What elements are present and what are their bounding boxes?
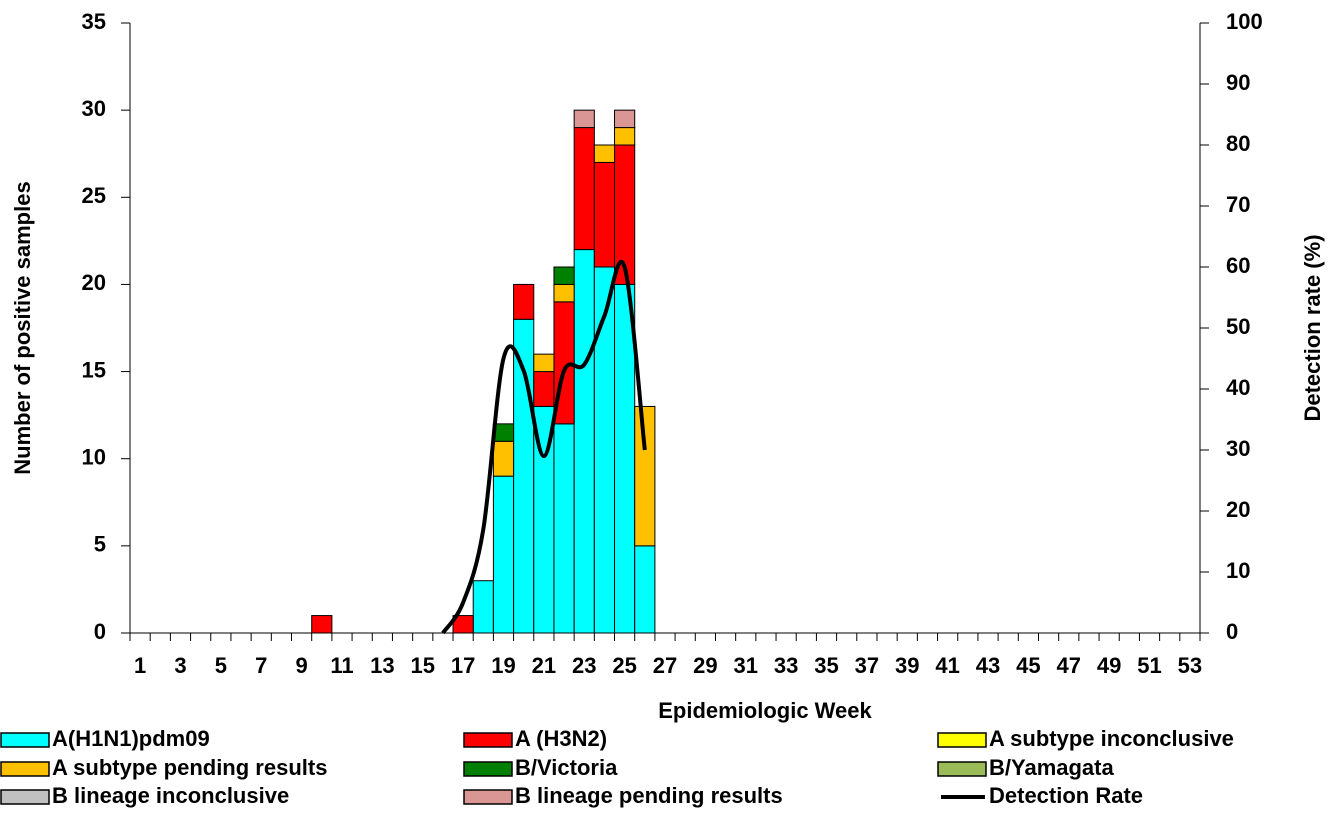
x-tick-label: 17: [451, 653, 475, 678]
x-tick-label: 47: [1057, 653, 1081, 678]
x-tick-label: 1: [134, 653, 146, 678]
bar-segment: [553, 283, 575, 303]
legend-swatch: [937, 761, 987, 777]
bar-segment: [573, 127, 595, 251]
legend-label: A (H3N2): [515, 726, 607, 751]
x-tick-label: 25: [612, 653, 636, 678]
x-tick-label: 29: [693, 653, 717, 678]
legend-label: B/Yamagata: [989, 755, 1114, 780]
x-tick-label: 19: [491, 653, 515, 678]
y2-tick-label: 80: [1226, 131, 1250, 156]
y2-tick-label: 90: [1226, 70, 1250, 95]
y-tick-label: 20: [82, 270, 106, 295]
bar-segment: [634, 545, 656, 634]
bar-segment: [513, 283, 535, 320]
y-tick-label: 25: [82, 183, 106, 208]
bar-segment: [573, 109, 595, 129]
bar-segment: [472, 580, 494, 634]
y-tick-label: 35: [82, 9, 106, 34]
legend-swatch: [937, 732, 987, 748]
x-tick-label: 9: [295, 653, 307, 678]
legend-swatch: [0, 789, 50, 805]
rate-line: [441, 259, 647, 635]
x-tick-label: 31: [734, 653, 758, 678]
y2-tick-label: 60: [1226, 253, 1250, 278]
legend-label: A(H1N1)pdm09: [52, 726, 210, 751]
legend-label: Detection Rate: [989, 783, 1143, 808]
bar-segment: [452, 615, 474, 634]
legend-label: A subtype pending results: [52, 755, 327, 780]
y-axis-title: Number of positive samples: [10, 181, 35, 474]
legend-swatch: [463, 789, 513, 805]
y-tick-label: 30: [82, 96, 106, 121]
bar-segment: [593, 144, 616, 163]
bar-segment: [492, 475, 515, 634]
legend-swatch: [0, 761, 50, 777]
x-tick-label: 5: [215, 653, 227, 678]
x-tick-label: 15: [410, 653, 434, 678]
bar-segment: [614, 109, 636, 129]
y2-tick-label: 0: [1226, 619, 1238, 644]
legend-label: B/Victoria: [515, 755, 618, 780]
bar-segment: [533, 371, 555, 407]
bar-segment: [311, 615, 333, 634]
y-tick-label: 10: [82, 445, 106, 470]
bar-segment: [593, 266, 616, 634]
legend-swatch: [0, 732, 50, 748]
x-tick-label: 23: [572, 653, 596, 678]
x-tick-label: 35: [814, 653, 838, 678]
legend-label: B lineage pending results: [515, 783, 783, 808]
x-tick-label: 41: [935, 653, 959, 678]
x-tick-label: 27: [653, 653, 677, 678]
bar-segment: [553, 266, 575, 285]
x-tick-label: 45: [1016, 653, 1040, 678]
y2-tick-label: 40: [1226, 375, 1250, 400]
x-tick-label: 39: [895, 653, 919, 678]
x-tick-label: 37: [855, 653, 879, 678]
y-tick-label: 0: [94, 619, 106, 644]
bar-segment: [614, 283, 636, 634]
x-tick-label: 11: [330, 653, 353, 678]
x-tick-label: 21: [532, 653, 556, 678]
y2-tick-label: 50: [1226, 314, 1250, 339]
bar-segment: [553, 423, 575, 634]
bar-segment: [593, 161, 616, 268]
y-tick-label: 15: [82, 357, 106, 382]
bar-segment: [614, 127, 636, 146]
y-tick-label: 5: [94, 532, 106, 557]
legend-label: B lineage inconclusive: [52, 783, 289, 808]
legend-label: A subtype inconclusive: [989, 726, 1234, 751]
x-tick-label: 51: [1137, 653, 1161, 678]
legend-swatch: [463, 732, 513, 748]
y2-tick-label: 100: [1226, 9, 1263, 34]
bar-segment: [533, 353, 555, 373]
bar-segment: [492, 440, 515, 477]
x-axis-title: Epidemiologic Week: [658, 698, 872, 723]
x-tick-label: 53: [1178, 653, 1202, 678]
legend-swatch: [463, 761, 513, 777]
y2-tick-label: 70: [1226, 192, 1250, 217]
x-tick-label: 7: [255, 653, 267, 678]
x-tick-label: 3: [174, 653, 186, 678]
x-tick-label: 43: [976, 653, 1000, 678]
x-tick-label: 49: [1097, 653, 1121, 678]
y2-tick-label: 20: [1226, 497, 1250, 522]
y2-tick-label: 30: [1226, 436, 1250, 461]
x-tick-label: 33: [774, 653, 798, 678]
x-tick-label: 13: [370, 653, 394, 678]
y2-tick-label: 10: [1226, 558, 1250, 583]
bar-segment: [573, 249, 595, 634]
y2-axis-title: Detection rate (%): [1300, 234, 1325, 421]
bar-segment: [634, 405, 656, 547]
